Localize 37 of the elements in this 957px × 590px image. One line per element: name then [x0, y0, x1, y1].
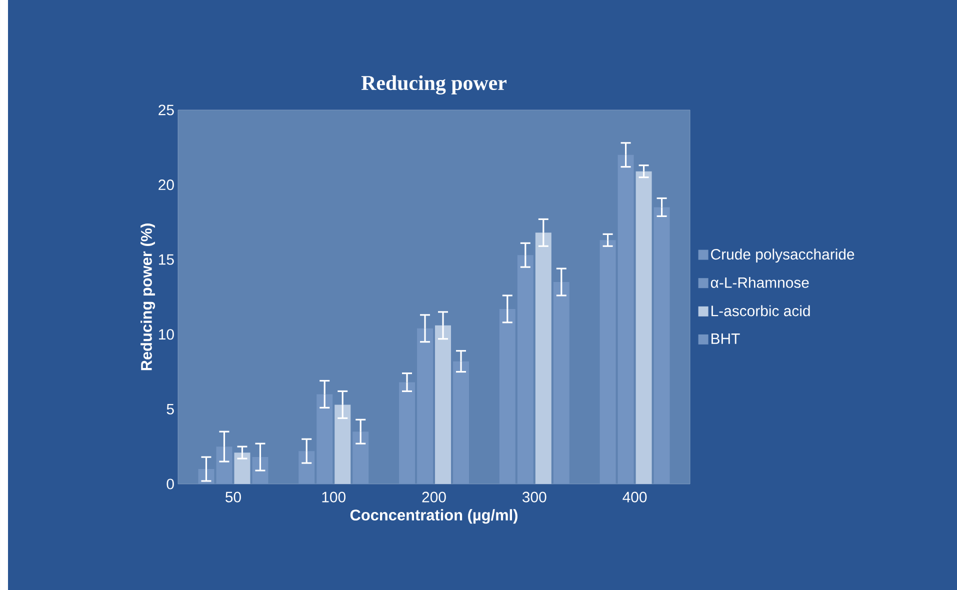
bar — [499, 308, 516, 484]
bar — [417, 328, 434, 484]
legend-label: BHT — [712, 334, 740, 344]
bar — [352, 432, 369, 484]
x-tick-label: 200 — [422, 492, 446, 502]
bar — [216, 446, 232, 484]
y-tick-label: 20 — [158, 179, 174, 190]
bar — [618, 154, 634, 484]
chart-title: Reducing power — [361, 75, 506, 94]
bar — [252, 457, 268, 484]
legend-label: Crude polysaccharide — [711, 248, 854, 263]
bar — [298, 451, 315, 484]
bar — [316, 394, 333, 484]
bar — [654, 207, 670, 484]
bar — [453, 361, 470, 484]
bar — [553, 282, 570, 484]
bar — [600, 240, 616, 484]
x-tick-label: 300 — [522, 492, 546, 502]
y-tick-label: 10 — [159, 329, 174, 340]
x-tick-label: 400 — [622, 492, 647, 502]
legend-label: α-L-Rhamnose — [710, 276, 809, 288]
x-axis-title: Cocncentration (µg/ml) — [350, 509, 518, 524]
bar — [535, 232, 552, 484]
bar — [636, 171, 652, 484]
y-tick-label: 5 — [166, 404, 174, 414]
y-tick-label: 15 — [159, 254, 174, 265]
x-tick-label: 100 — [322, 492, 346, 502]
legend-label: L-ascorbic acid — [712, 305, 810, 316]
bar — [399, 382, 416, 484]
x-tick-label: 50 — [226, 492, 241, 502]
bar — [435, 325, 452, 484]
bar — [234, 452, 250, 484]
y-tick-label: 25 — [158, 104, 174, 116]
bar — [517, 255, 534, 484]
bar — [334, 404, 351, 484]
y-axis-title: Reducing power (%) — [140, 224, 156, 370]
y-tick-label: 0 — [166, 478, 174, 490]
